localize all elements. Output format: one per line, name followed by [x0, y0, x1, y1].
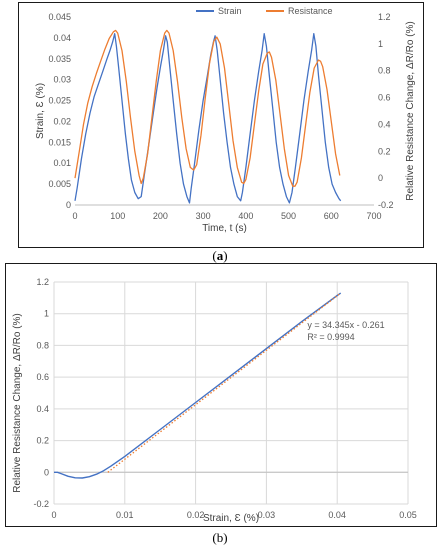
strain-resistance-time-chart: 0 100 200 300 400 500 600 700 0 0.005 0.01 0.015 0.0…: [35, 6, 416, 234]
y-tick-label: 0.2: [36, 436, 49, 446]
x-tick-label: 700: [366, 211, 381, 221]
y-right-axis-title: Relative Resistance Change, ΔR/Ro (%): [405, 21, 416, 201]
y-tick-label: 0.8: [36, 340, 49, 350]
series-line-resistance: [74, 29, 341, 187]
x-tick-label: 0.05: [399, 510, 417, 520]
x-axis-title: Time, t (s): [202, 223, 247, 234]
y-tick-label: 1.2: [36, 277, 49, 287]
y-tick-label: 0.4: [36, 404, 49, 414]
y-right-tick-label: 0.6: [378, 93, 391, 103]
y-left-axis-title: Strain, Ɛ (%): [35, 83, 46, 139]
y-left-tick-label: 0.02: [53, 116, 71, 126]
y-tick-label: 1: [44, 309, 49, 319]
y-right-tick-label: 0: [378, 173, 383, 183]
y-left-tick-label: 0.015: [48, 137, 71, 147]
x-tick-label: 100: [110, 211, 125, 221]
y-left-tick-label: 0.04: [53, 33, 71, 43]
y-right-tick-label: 0.8: [378, 66, 391, 76]
y-right-tick-label: 1: [378, 39, 383, 49]
y-tick-label: -0.2: [33, 499, 49, 509]
y-right-tick-label: 0.4: [378, 119, 391, 129]
chart-panel-a: 0 100 200 300 400 500 600 700 0 0.005 0.01 0.015 0.0…: [18, 2, 424, 248]
x-tick-label: 0.01: [116, 510, 134, 520]
y-right-tick-label: 0.2: [378, 146, 391, 156]
caption-a: (a): [212, 248, 228, 263]
legend-label-strain: Strain: [218, 6, 242, 16]
resistance-vs-strain-chart: 0 0.01 0.02 0.03 0.04 0.05-0.200.20.40.60.811…: [12, 277, 417, 524]
caption-a-letter: a: [216, 248, 224, 263]
x-tick-label: 0: [51, 510, 56, 520]
y-left-tick-label: 0.045: [48, 12, 71, 22]
x-tick-label: 300: [196, 211, 211, 221]
legend-label-resistance: Resistance: [288, 6, 333, 16]
y-left-tick-label: 0.03: [53, 75, 71, 85]
y-axis-title: Relative Resistance Change, ΔR/Ro (%): [12, 313, 23, 493]
x-tick-label: 400: [238, 211, 253, 221]
x-axis-title: Strain, Ɛ (%): [203, 513, 259, 524]
y-left-tick-label: 0.025: [48, 96, 71, 106]
chart-panel-b: 0 0.01 0.02 0.03 0.04 0.05 -0.2 0 0.2 0.4 0.6 0.8 1 1…: [5, 263, 437, 527]
y-left-tick-label: 0.01: [53, 158, 71, 168]
y-tick-label: 0: [44, 467, 49, 477]
x-tick-label: 0: [72, 211, 77, 221]
x-tick-label: 200: [153, 211, 168, 221]
x-tick-label: 0.04: [328, 510, 346, 520]
trendline-annotation: R² = 0.9994: [307, 332, 354, 342]
x-tick-label: 600: [324, 211, 339, 221]
y-tick-label: 0.6: [36, 372, 49, 382]
y-left-tick-label: 0.035: [48, 54, 71, 64]
y-right-tick-label: -0.2: [378, 200, 394, 210]
y-left-tick-label: 0.005: [48, 179, 71, 189]
x-tick-label: 0.03: [258, 510, 276, 520]
y-right-tick-label: 1.2: [378, 12, 391, 22]
y-left-tick-label: 0: [66, 200, 71, 210]
trendline-annotation: y = 34.345x - 0.261: [307, 320, 384, 330]
trendline: [107, 292, 342, 473]
caption-b: (b): [212, 530, 228, 545]
x-tick-label: 500: [281, 211, 296, 221]
data-line: [54, 292, 342, 479]
series-line-strain: [74, 33, 342, 204]
x-tick-label: 0.02: [187, 510, 205, 520]
